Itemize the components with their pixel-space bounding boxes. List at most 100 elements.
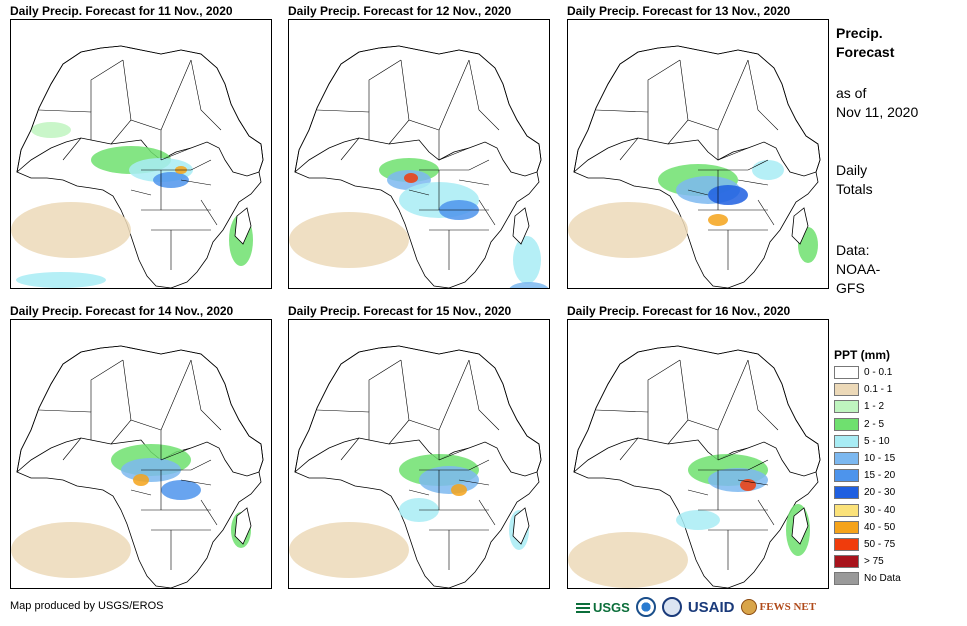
side-heading-line1: Precip. (836, 25, 883, 41)
map-canvas (289, 320, 549, 588)
country-border (438, 359, 470, 431)
precip-area (509, 282, 549, 288)
map-canvas (11, 20, 271, 288)
country-border (619, 137, 639, 161)
country-border (110, 419, 132, 445)
legend-item: 0.1 - 1 (834, 381, 954, 398)
side-totals-line2: Totals (836, 181, 873, 197)
panel-title: Daily Precip. Forecast for 13 Nov., 2020 (567, 4, 791, 18)
precip-area (289, 212, 409, 268)
country-border (687, 489, 709, 496)
usgs-wave-icon (576, 601, 590, 613)
legend-item: 10 - 15 (834, 450, 954, 467)
panel-title: Daily Precip. Forecast for 14 Nov., 2020 (10, 304, 234, 318)
legend-label: 5 - 10 (864, 435, 890, 447)
country-border (368, 359, 402, 412)
fewsnet-globe-icon (740, 599, 757, 615)
coastline-north (573, 345, 821, 473)
country-border (408, 489, 430, 496)
country-border (141, 459, 212, 471)
panel-title: Daily Precip. Forecast for 11 Nov., 2020 (10, 4, 233, 18)
country-border (340, 437, 360, 461)
precip-area (16, 272, 106, 288)
country-border (160, 359, 192, 431)
country-border (368, 59, 402, 112)
country-border (438, 447, 470, 461)
legend-title: PPT (mm) (834, 348, 891, 362)
side-data-line2: NOAA- (836, 261, 881, 277)
precip-map (288, 19, 550, 289)
madagascar (512, 207, 530, 245)
side-data-line3: GFS (836, 280, 865, 296)
country-border (757, 199, 775, 226)
legend-label: 0.1 - 1 (864, 384, 893, 396)
precip-area (752, 160, 784, 180)
precip-area (11, 522, 131, 578)
legend-item: 30 - 40 (834, 502, 954, 519)
legend-item: 40 - 50 (834, 519, 954, 536)
country-border (419, 159, 490, 171)
legend-swatch (834, 469, 859, 483)
fewsnet-logo-text: FEWS NET (759, 601, 817, 613)
country-border (717, 147, 749, 161)
legend-swatch (834, 383, 859, 397)
coastline-north (573, 45, 821, 173)
precip-map (567, 319, 829, 589)
country-border (717, 359, 749, 431)
madagascar (234, 207, 252, 245)
usgs-logo-text: USGS (593, 599, 630, 615)
precip-area (133, 474, 149, 486)
legend-item: No Data (834, 570, 954, 587)
side-heading-line2: Forecast (836, 44, 895, 60)
legend-swatch (834, 486, 859, 500)
precip-area (404, 173, 418, 183)
legend-label: 15 - 20 (864, 470, 896, 482)
legend-swatch (834, 434, 859, 448)
country-border (130, 489, 152, 496)
coastline-north (294, 45, 542, 173)
country-border (200, 199, 218, 226)
precip-area (153, 172, 189, 188)
legend-label: 0 - 0.1 (864, 367, 893, 379)
precip-area (161, 480, 201, 500)
country-border (619, 437, 639, 461)
country-border (468, 59, 500, 131)
country-border (141, 159, 212, 171)
legend: PPT (mm) 0 - 0.1 0.1 - 1 1 - 2 2 - 5 5 - 10 1… (834, 346, 954, 587)
legend-swatch (834, 572, 859, 586)
legend-label: 1 - 2 (864, 401, 885, 413)
panel-title: Daily Precip. Forecast for 15 Nov., 2020 (288, 304, 512, 318)
country-border (62, 437, 82, 461)
panel-title: Daily Precip. Forecast for 16 Nov., 2020 (567, 304, 791, 318)
country-border (647, 59, 681, 112)
legend-label: 40 - 50 (864, 521, 896, 533)
country-border (647, 359, 681, 412)
madagascar (791, 507, 809, 545)
legend-label: 30 - 40 (864, 504, 896, 516)
map-canvas (568, 320, 828, 588)
usaid-seal-icon (661, 597, 682, 617)
country-border (687, 189, 709, 196)
legend-item: 1 - 2 (834, 398, 954, 415)
precip-area (11, 202, 131, 258)
legend-swatch (834, 555, 859, 569)
legend-item: > 75 (834, 553, 954, 570)
country-border (130, 189, 152, 196)
precip-map (10, 19, 272, 289)
country-border (388, 419, 410, 445)
coastline-north (16, 345, 264, 473)
side-data-source: Data: NOAA- GFS (836, 241, 880, 298)
country-border (717, 447, 749, 461)
side-data-line1: Data: (836, 242, 870, 258)
legend-label: 20 - 30 (864, 487, 896, 499)
legend-swatch (834, 503, 859, 517)
country-border (408, 189, 430, 196)
country-border (160, 447, 192, 461)
noaa-seal-icon (635, 597, 656, 617)
map-credit: Map produced by USGS/EROS (10, 600, 164, 612)
country-border (747, 359, 779, 431)
precip-area (568, 532, 688, 588)
country-border (90, 59, 124, 112)
country-border (438, 59, 470, 131)
country-border (90, 359, 124, 412)
